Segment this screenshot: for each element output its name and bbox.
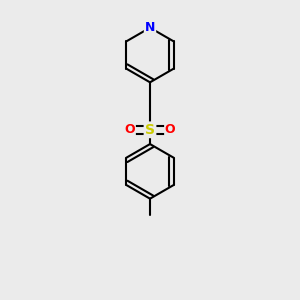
Text: O: O [165, 123, 175, 136]
Text: S: S [145, 123, 155, 137]
Text: N: N [145, 21, 155, 34]
Text: O: O [124, 123, 135, 136]
